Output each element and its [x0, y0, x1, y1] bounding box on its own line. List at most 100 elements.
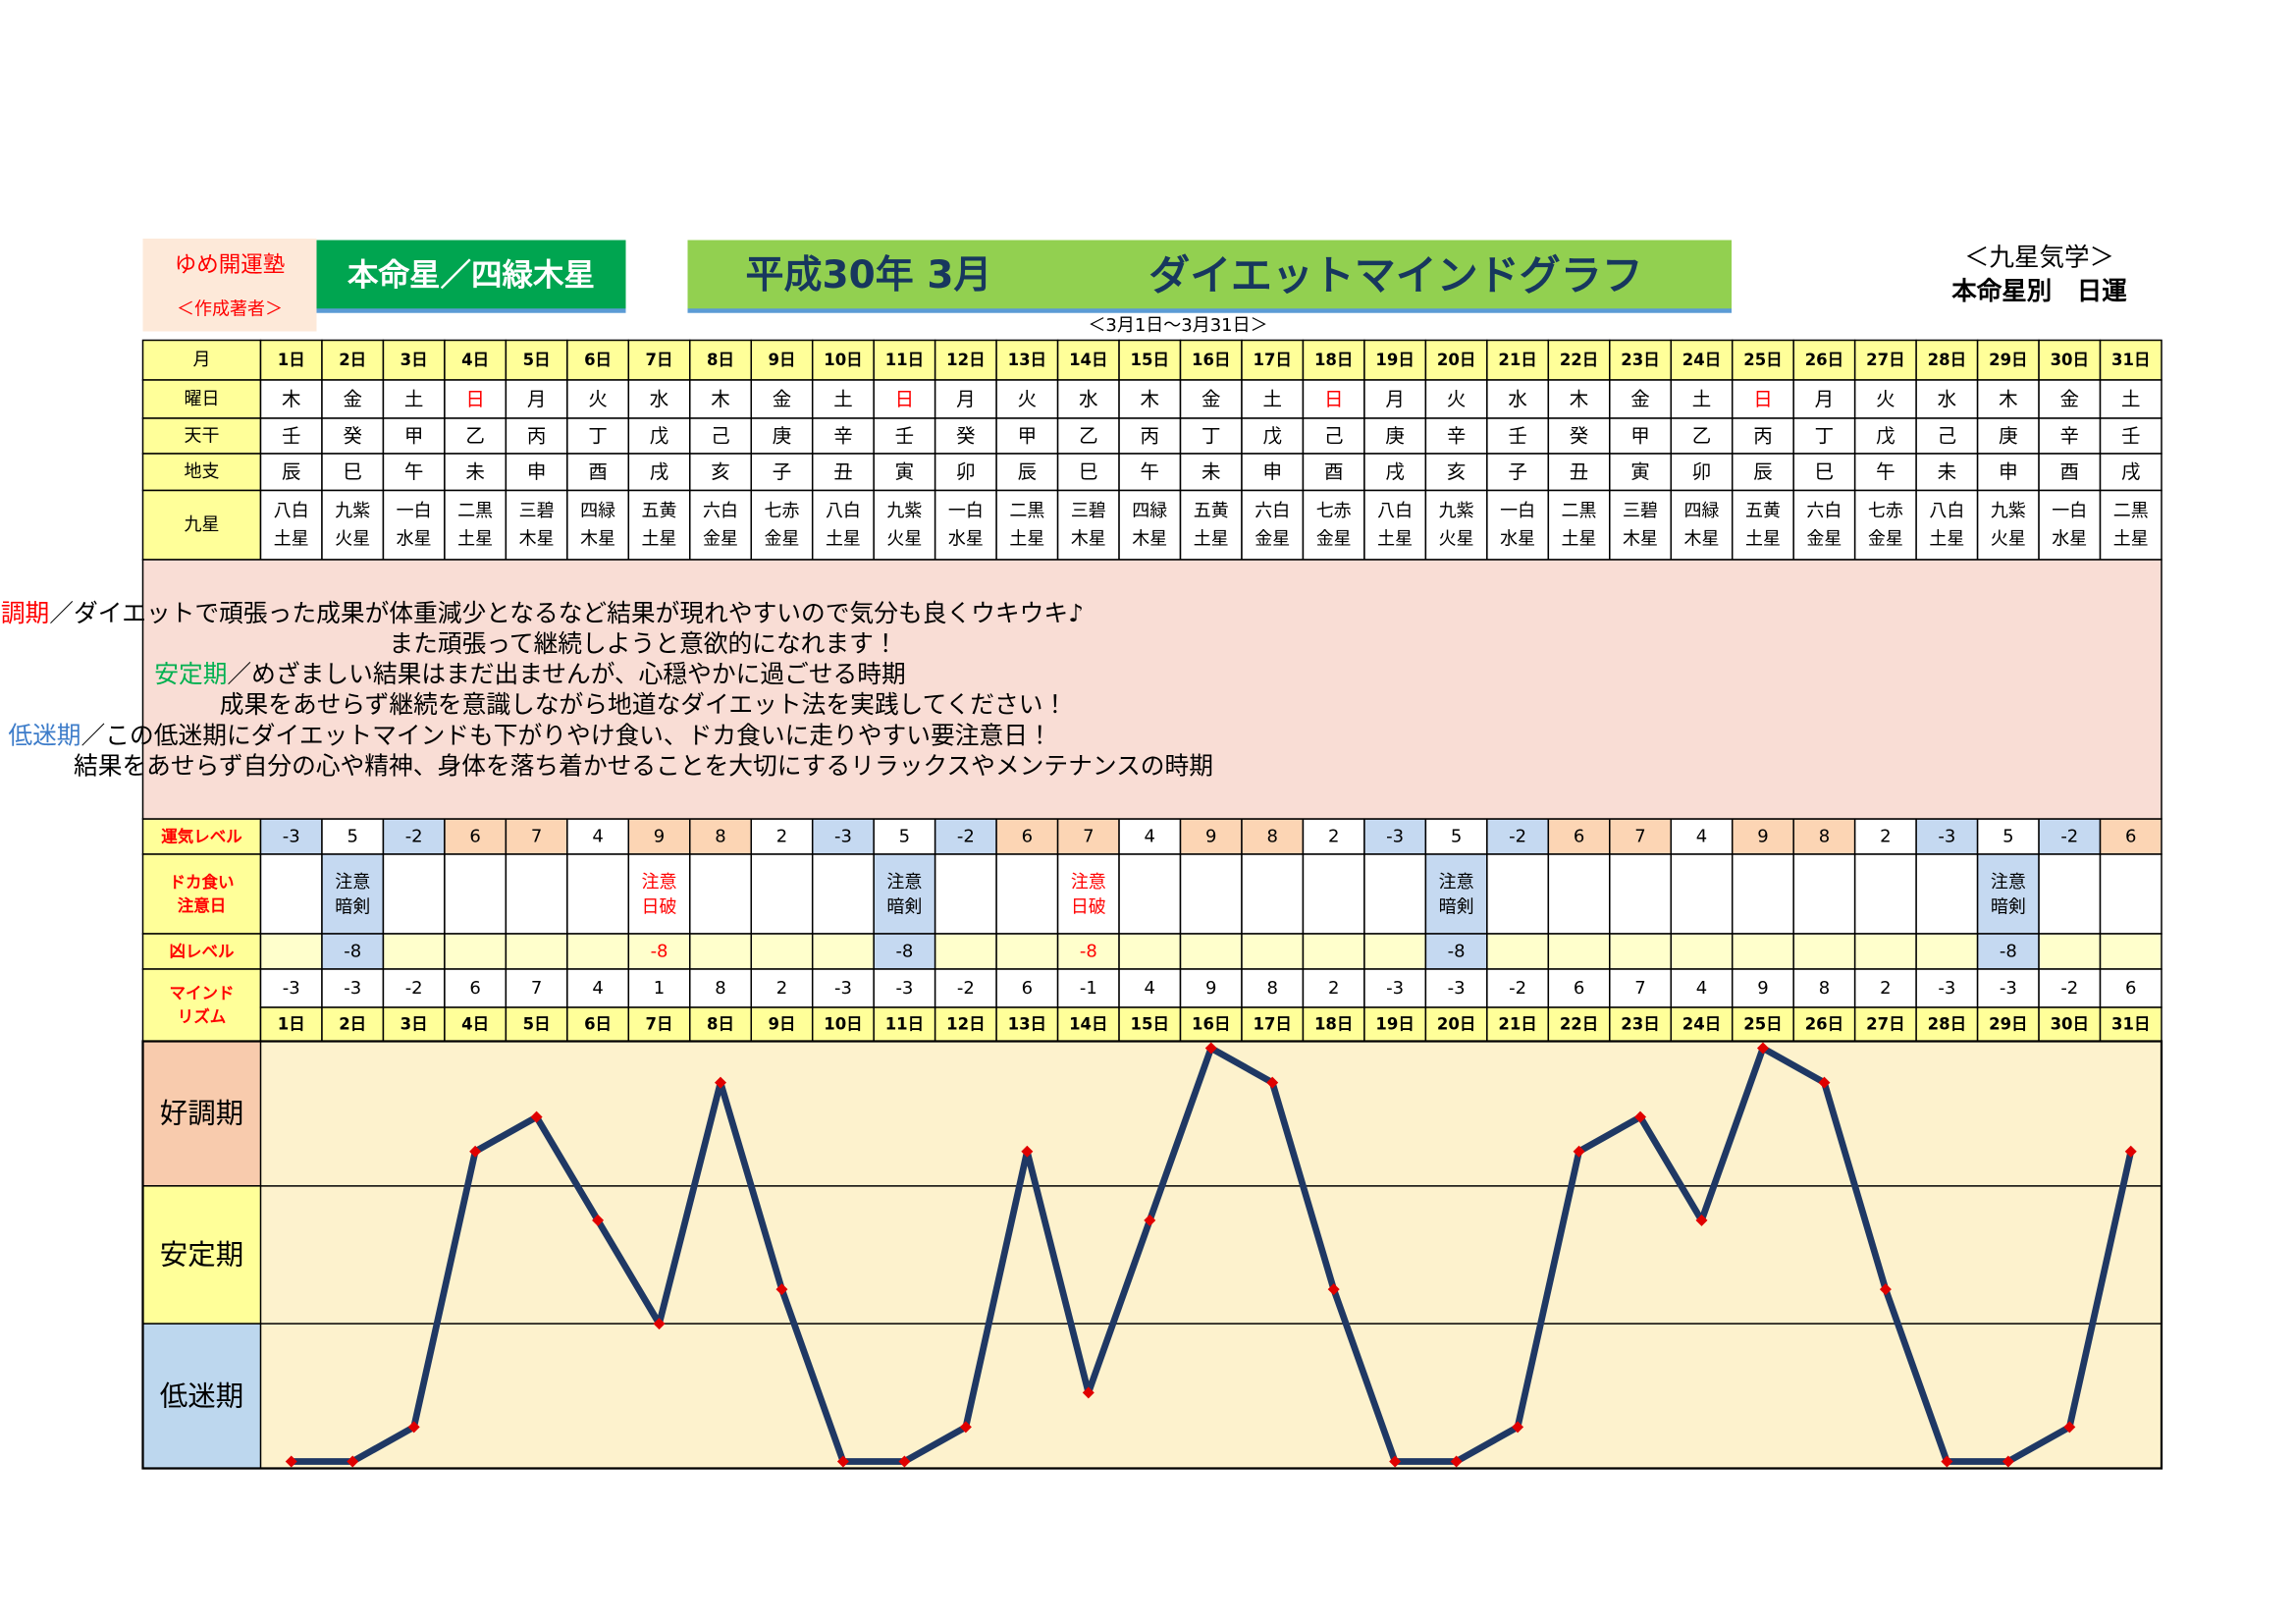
- cell: [1056, 453, 1120, 492]
- star: 火星: [335, 528, 370, 549]
- marker: [1266, 1076, 1279, 1089]
- cell: [1731, 1006, 1794, 1043]
- marker: [1573, 1145, 1585, 1158]
- marker: [898, 1455, 911, 1468]
- shi: 子: [773, 460, 791, 483]
- level: 5: [1451, 826, 1462, 846]
- cell: [1486, 489, 1550, 561]
- day-label: 15日: [1131, 351, 1169, 369]
- cell: [566, 818, 630, 855]
- shi: 酉: [2060, 460, 2079, 483]
- day-label: 23日: [1621, 1015, 1659, 1034]
- star: 六白: [703, 501, 738, 521]
- row-label: 凶レベル: [170, 942, 235, 960]
- shi: 子: [1508, 460, 1526, 483]
- cell: [1670, 453, 1734, 492]
- weekday: 金: [343, 388, 361, 410]
- mind: 2: [776, 978, 787, 999]
- cell: [259, 379, 323, 419]
- mind: -2: [957, 978, 975, 999]
- star: 水星: [397, 528, 432, 549]
- kan: 甲: [1630, 424, 1649, 447]
- row-label: 天干: [185, 425, 220, 446]
- mind: -1: [1080, 978, 1097, 999]
- cell: [1363, 933, 1427, 970]
- cell: [627, 933, 691, 970]
- cell: [1547, 453, 1611, 492]
- day-label: 13日: [1008, 1015, 1046, 1034]
- cell: [995, 489, 1059, 561]
- marker: [285, 1455, 297, 1468]
- cell: [689, 489, 752, 561]
- cell: [1609, 379, 1673, 419]
- star: 六白: [1255, 501, 1290, 521]
- cell: [259, 968, 323, 1008]
- day-label: 14日: [1069, 1015, 1107, 1034]
- shi: 午: [1141, 460, 1159, 483]
- star: 土星: [1377, 528, 1413, 549]
- cell: [1302, 453, 1365, 492]
- cell: [382, 489, 446, 561]
- day-label: 31日: [2111, 351, 2150, 369]
- star: 木星: [1132, 528, 1167, 549]
- cell: [1792, 818, 1856, 855]
- cell: [1486, 968, 1550, 1008]
- shi: 巳: [1079, 460, 1097, 483]
- cell: [1118, 968, 1182, 1008]
- marker: [407, 1421, 420, 1434]
- kan: 乙: [1079, 424, 1097, 447]
- note-more: 結果をあせらず自分の心や精神、身体を落ち着かせることを大切にするリラックスやメン…: [74, 751, 1213, 780]
- level: 7: [1634, 826, 1645, 846]
- cell: [1853, 1006, 1917, 1043]
- shi: 辰: [1018, 460, 1037, 483]
- cell: [1486, 1006, 1550, 1043]
- cell: [811, 417, 875, 455]
- band-label: 好調期: [160, 1098, 243, 1130]
- cell: [1853, 379, 1917, 419]
- cell: [1731, 453, 1794, 492]
- star: 土星: [826, 528, 861, 549]
- band-label-cell: [141, 1040, 262, 1187]
- cell: [689, 379, 752, 419]
- day-label: 29日: [1989, 1015, 2027, 1034]
- cell: [2038, 489, 2102, 561]
- day-label: 29日: [1989, 351, 2027, 369]
- weekday: 土: [833, 388, 852, 410]
- cell: [1118, 417, 1182, 455]
- level: 4: [1145, 826, 1155, 846]
- level: 8: [1266, 826, 1277, 846]
- level: 5: [347, 826, 357, 846]
- weekday: 日: [465, 388, 484, 410]
- marker: [1512, 1421, 1524, 1434]
- day-label: 9日: [768, 351, 795, 369]
- marker: [836, 1455, 849, 1468]
- day-label: 19日: [1375, 351, 1414, 369]
- label-cell: [141, 339, 262, 381]
- kyo: -8: [1080, 941, 1097, 961]
- day-label: 12日: [946, 1015, 985, 1034]
- cell: [505, 933, 568, 970]
- cell: [1302, 853, 1365, 935]
- cell: [1241, 339, 1305, 381]
- cell: [1056, 818, 1120, 855]
- cell: [1792, 339, 1856, 381]
- star: 二黒: [1009, 501, 1044, 521]
- cell: [873, 853, 936, 935]
- level: -3: [834, 826, 852, 846]
- cell: [1915, 853, 1979, 935]
- day-label: 25日: [1743, 1015, 1782, 1034]
- marker: [1634, 1110, 1647, 1123]
- cell: [2099, 853, 2163, 935]
- cell: [2038, 818, 2102, 855]
- kan: 癸: [956, 424, 975, 447]
- level: 9: [1205, 826, 1216, 846]
- day-label: 19日: [1375, 1015, 1414, 1034]
- star: 九紫: [1991, 501, 2026, 521]
- cell: [1424, 339, 1488, 381]
- kan: 丁: [588, 424, 607, 447]
- cell: [444, 853, 507, 935]
- cell: [1363, 417, 1427, 455]
- shi: 丑: [1570, 460, 1588, 483]
- star: 水星: [948, 528, 984, 549]
- label-cell: [141, 933, 262, 970]
